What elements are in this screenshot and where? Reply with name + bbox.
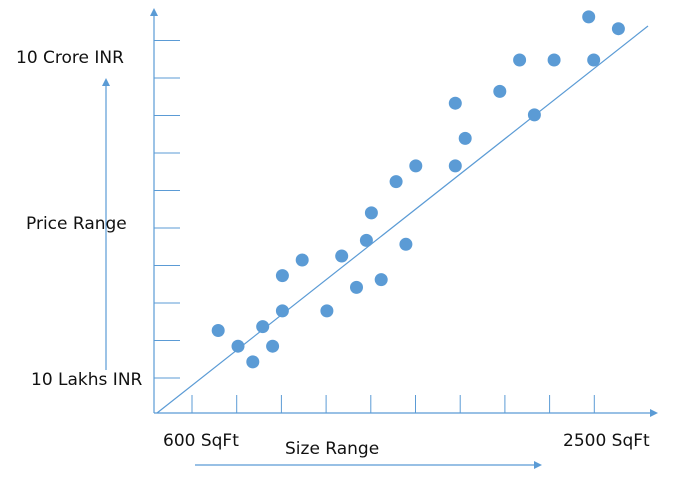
data-point bbox=[211, 324, 225, 337]
data-point bbox=[582, 10, 596, 24]
x-max-label: 2500 SqFt bbox=[563, 431, 650, 451]
data-point bbox=[409, 159, 423, 173]
data-point bbox=[547, 53, 561, 67]
data-point bbox=[527, 108, 541, 122]
data-point bbox=[611, 22, 625, 36]
data-point bbox=[295, 253, 309, 267]
y-max-label: 10 Crore INR bbox=[16, 48, 124, 68]
y-min-label: 10 Lakhs INR bbox=[31, 370, 143, 390]
data-point bbox=[448, 159, 462, 173]
y-axis-ticks bbox=[154, 40, 180, 379]
data-point bbox=[374, 273, 388, 287]
x-axis-ticks bbox=[191, 395, 595, 413]
data-point bbox=[399, 237, 413, 251]
data-points bbox=[211, 10, 625, 369]
x-axis-title: Size Range bbox=[285, 439, 379, 459]
data-point bbox=[364, 206, 378, 220]
data-point bbox=[231, 339, 245, 353]
data-point bbox=[448, 96, 462, 110]
x-min-label: 600 SqFt bbox=[163, 431, 239, 451]
data-point bbox=[587, 53, 601, 67]
trend-line bbox=[156, 25, 649, 414]
data-point bbox=[320, 304, 334, 318]
data-point bbox=[275, 269, 289, 283]
data-point bbox=[335, 249, 349, 263]
y-axis-title: Price Range bbox=[26, 214, 127, 234]
data-point bbox=[266, 339, 280, 353]
data-point bbox=[275, 304, 289, 318]
data-point bbox=[256, 320, 270, 334]
data-point bbox=[513, 53, 527, 67]
data-point bbox=[246, 355, 260, 369]
data-point bbox=[458, 131, 472, 145]
data-point bbox=[350, 280, 363, 294]
data-point bbox=[493, 84, 507, 98]
data-point bbox=[359, 233, 373, 247]
data-point bbox=[389, 175, 403, 189]
